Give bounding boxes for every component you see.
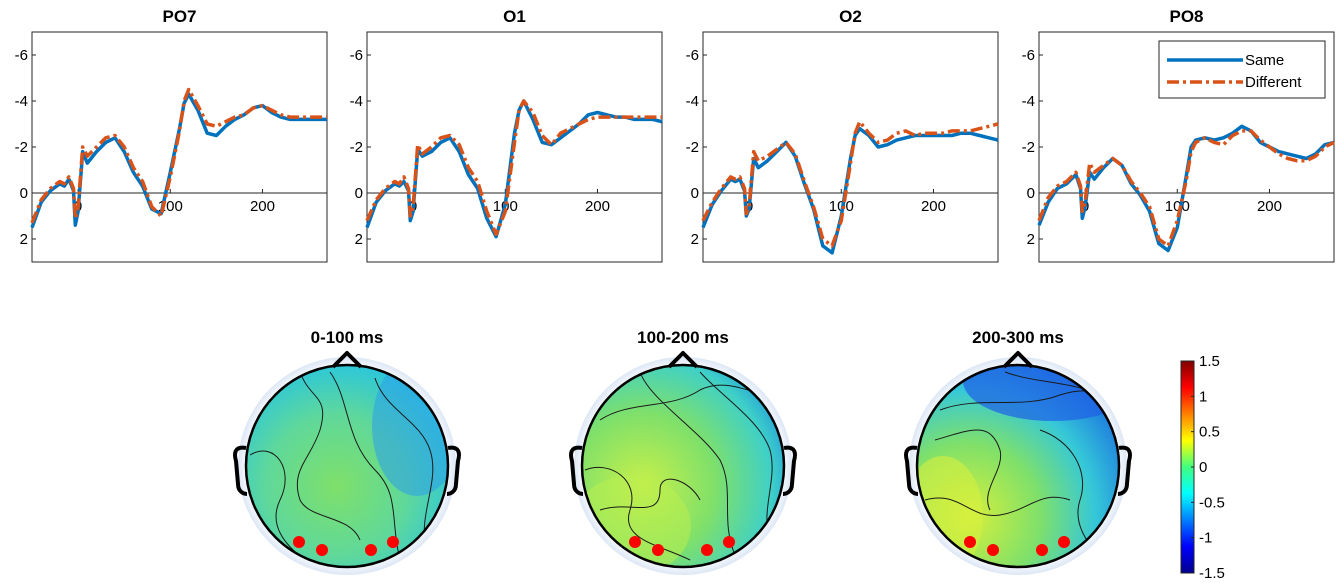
legend-label-different: Different (1245, 74, 1302, 91)
electrode-marker-o2 (701, 544, 713, 556)
negative-region (963, 365, 1119, 421)
electrode-marker-o1 (987, 544, 999, 556)
electrode-marker-po7 (293, 536, 305, 548)
y-tick-label: -2 (1022, 139, 1035, 156)
topo-title: 0-100 ms (311, 328, 384, 347)
right-ear-icon (446, 445, 461, 496)
electrode-marker-o2 (1036, 544, 1048, 556)
legend: Same Different (1158, 40, 1326, 99)
colorbar-tick-label: 1 (1199, 388, 1207, 405)
plot-frame (31, 31, 328, 263)
contour-line (296, 371, 361, 541)
y-tick-label: -2 (15, 139, 28, 156)
series-same-line (1037, 124, 1335, 253)
electrode-marker-o2 (365, 544, 377, 556)
series-different-line (1037, 129, 1335, 248)
series-same-line (365, 99, 663, 239)
contour-line (599, 478, 701, 511)
electrode-marker-po8 (1058, 536, 1070, 548)
contour-line (374, 377, 434, 546)
series-different-line (365, 99, 662, 237)
panel-title: PO7 (162, 7, 196, 26)
contour-line (699, 371, 773, 541)
colorbar-tick-label: 0 (1199, 459, 1207, 476)
y-tick-label: -4 (350, 93, 363, 110)
left-ear-icon (569, 445, 584, 496)
contour-line (329, 371, 401, 561)
left-ear-icon (233, 445, 248, 496)
nose-icon (331, 351, 363, 369)
y-tick-label: 0 (355, 185, 363, 202)
panel-title: O1 (503, 7, 526, 26)
legend-box (1158, 40, 1326, 99)
y-tick-label: -4 (686, 93, 699, 110)
y-tick-label: -6 (350, 47, 363, 64)
panel-title: PO8 (1169, 7, 1203, 26)
y-tick-label: 2 (691, 231, 699, 248)
topo-title: 200-300 ms (972, 328, 1064, 347)
nose-icon (1002, 351, 1034, 369)
colorbar-tick-label: -1 (1199, 530, 1212, 547)
electrode-marker-po7 (964, 536, 976, 548)
y-tick-label: -6 (15, 47, 28, 64)
colorbar-tick-label: -1.5 (1199, 565, 1225, 582)
topo-map-2: 100-200 ms (569, 328, 797, 575)
head-outline (915, 363, 1121, 569)
topo-map-3: 200-300 ms (904, 328, 1132, 575)
head-outline (580, 363, 786, 569)
electrode-marker-o1 (316, 544, 328, 556)
y-tick-label: -2 (686, 139, 699, 156)
y-tick-label: -6 (1022, 47, 1035, 64)
x-tick-label: 200 (1257, 198, 1282, 215)
legend-label-same: Same (1245, 52, 1284, 69)
electrode-marker-po7 (629, 536, 641, 548)
topo-title: 100-200 ms (637, 328, 729, 347)
electrode-marker-po8 (387, 536, 399, 548)
y-tick-label: -2 (350, 139, 363, 156)
y-tick-label: 0 (1027, 185, 1035, 202)
colorbar-tick-label: 0.5 (1199, 424, 1220, 441)
x-tick-label: 200 (921, 198, 946, 215)
right-ear-icon (782, 445, 797, 496)
colorbar: 1.5 1 0.5 0 -0.5 -1 -1.5 (1180, 353, 1225, 582)
left-ear-icon (904, 445, 919, 496)
series-different-line (701, 119, 999, 248)
plot-frame (702, 31, 999, 263)
y-tick-label: 0 (691, 185, 699, 202)
x-tick-label: 100 (1165, 198, 1190, 215)
x-tick-label: 200 (250, 198, 275, 215)
colorbar-tick-label: 1.5 (1199, 353, 1220, 370)
panel-title: O2 (839, 7, 862, 26)
series-same-line (701, 126, 999, 255)
y-tick-label: 0 (20, 185, 28, 202)
y-tick-label: -6 (686, 47, 699, 64)
nose-icon (667, 351, 699, 369)
y-tick-label: 2 (1027, 231, 1035, 248)
y-tick-label: 2 (20, 231, 28, 248)
contour-line (639, 371, 736, 556)
y-tick-label: -4 (15, 93, 28, 110)
x-tick-label: 200 (585, 198, 610, 215)
head-outline (244, 363, 450, 569)
colorbar-tick-label: -0.5 (1199, 494, 1225, 511)
series-different-line (30, 87, 327, 224)
y-tick-label: -4 (1022, 93, 1035, 110)
topo-map-1: 0-100 ms (233, 328, 461, 575)
y-tick-label: 2 (355, 231, 363, 248)
electrode-marker-o1 (652, 544, 664, 556)
right-ear-icon (1117, 445, 1132, 496)
electrode-marker-po8 (723, 536, 735, 548)
contour-line (934, 429, 1002, 511)
contour-line (249, 450, 306, 561)
contour-line (924, 496, 1071, 517)
